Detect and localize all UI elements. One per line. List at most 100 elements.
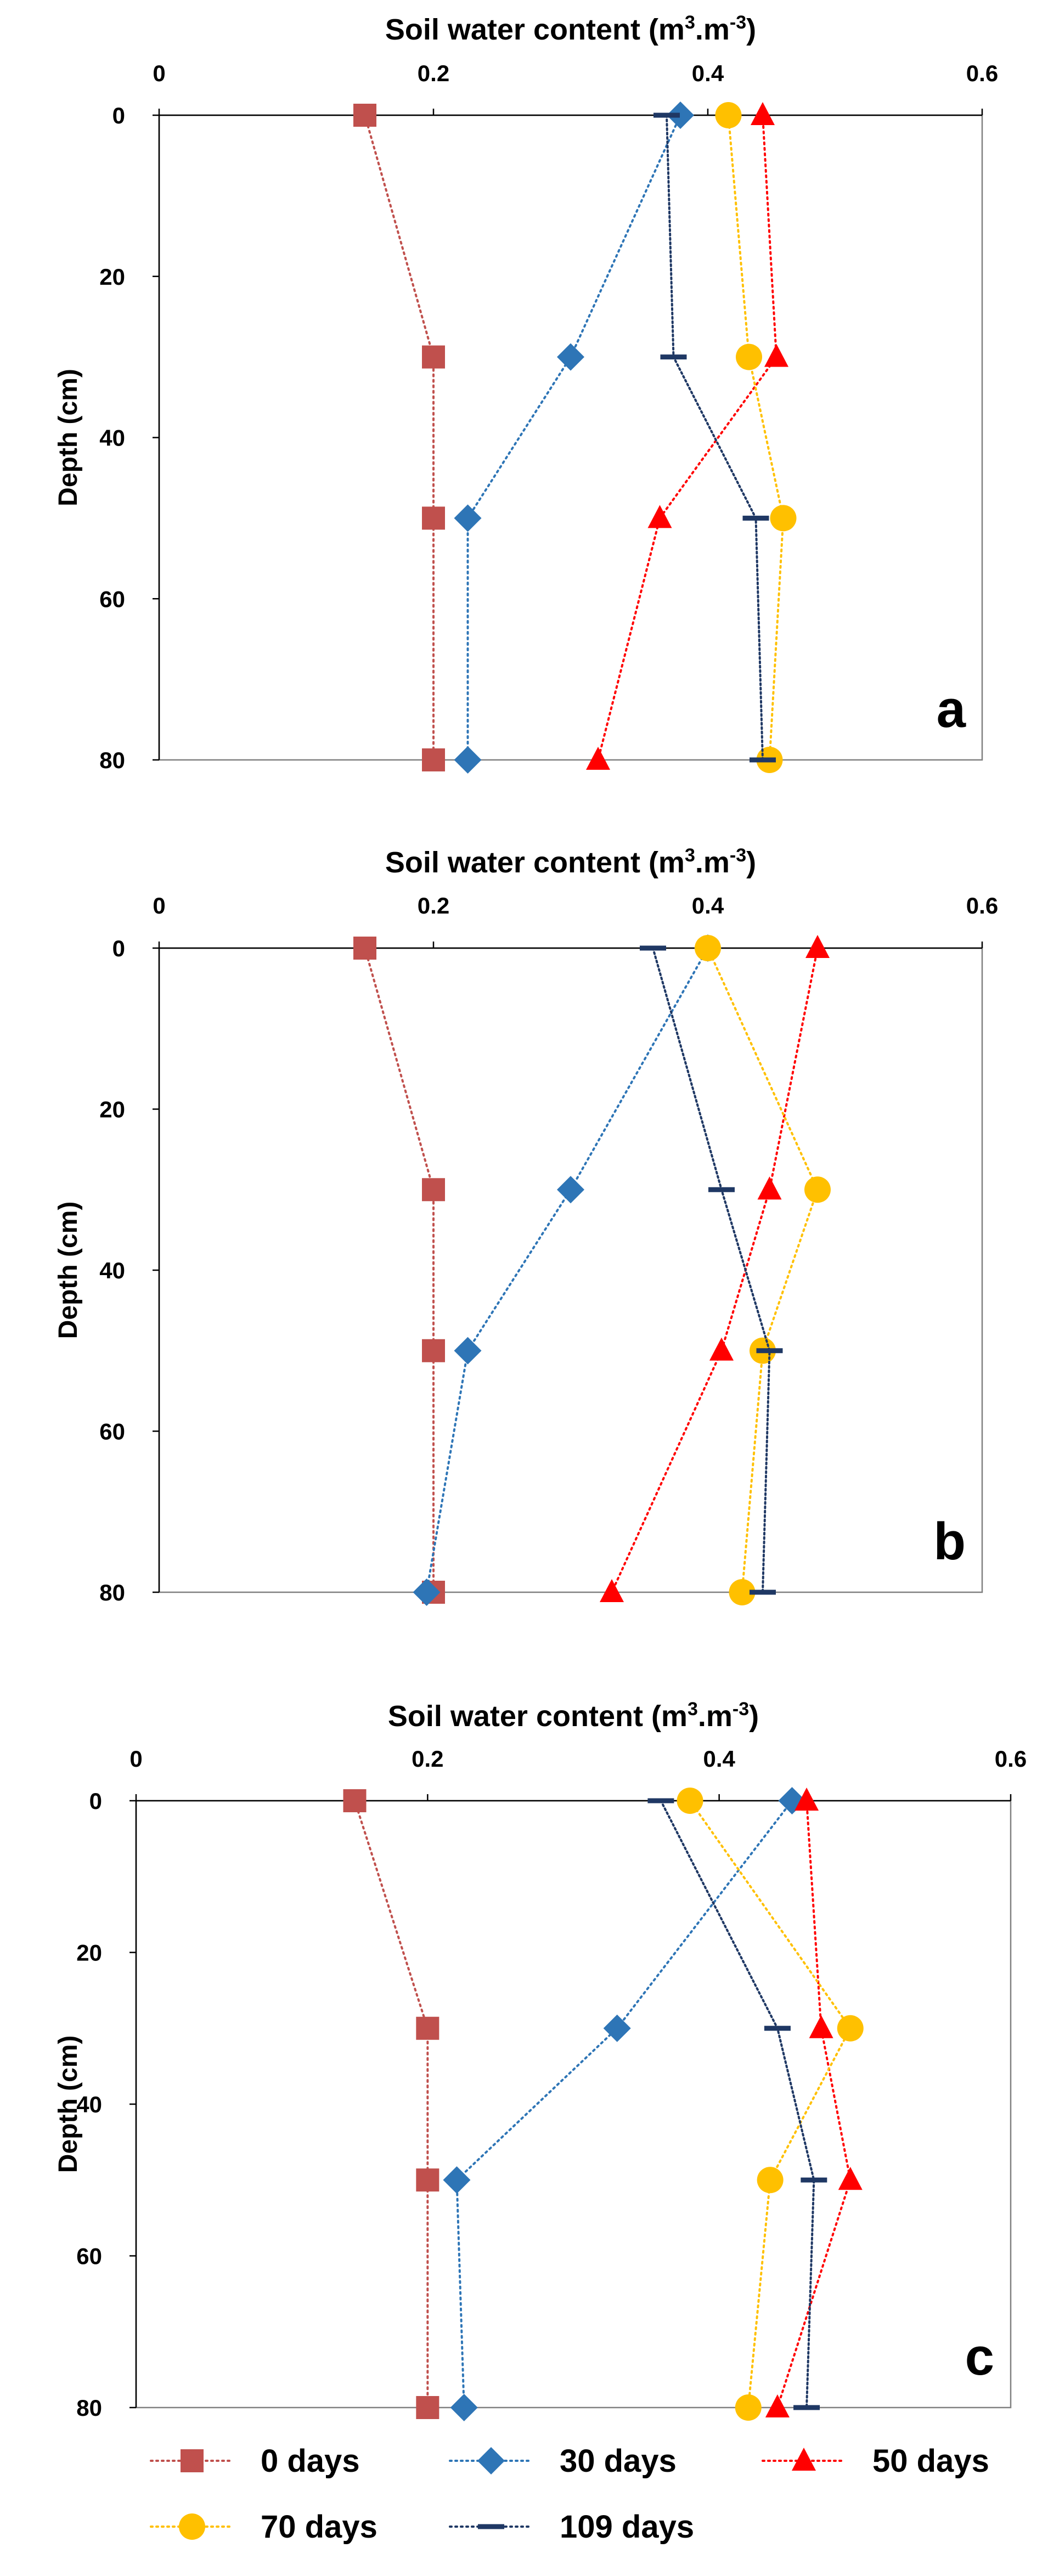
- data-point: [801, 2177, 827, 2183]
- x-axis-title-part: -3: [730, 12, 746, 33]
- data-point: [837, 2015, 864, 2042]
- series-line: [455, 1800, 793, 2409]
- data-point: [640, 945, 666, 951]
- plot-area: [158, 114, 983, 761]
- series-line: [364, 114, 435, 761]
- x-axis-title-part: -3: [733, 1699, 749, 1720]
- data-point: [708, 1187, 735, 1192]
- y-tick-label: 60: [99, 1419, 125, 1445]
- y-tick-label: 60: [76, 2244, 102, 2269]
- legend-marker: [478, 2524, 504, 2529]
- data-point: [454, 504, 482, 532]
- legend: 0 days 30 days 50 days 70 days 109 days: [150, 2443, 989, 2545]
- x-axis-title-part: .m: [695, 846, 730, 879]
- data-point: [600, 1579, 624, 1602]
- y-tick-label: 0: [112, 103, 125, 128]
- data-point: [416, 2396, 440, 2419]
- x-tick-label: 0.2: [412, 1746, 443, 1772]
- x-axis-title-part: .m: [698, 1700, 733, 1733]
- data-point: [422, 345, 445, 369]
- data-point: [454, 746, 482, 774]
- series-line: [660, 1800, 815, 2409]
- data-point: [557, 1176, 584, 1204]
- data-point: [353, 937, 376, 960]
- series-line: [597, 114, 778, 761]
- x-axis-title-part: 3: [688, 1699, 698, 1720]
- legend-item: 70 days: [150, 2509, 377, 2545]
- x-axis-title-part: Soil water content (m: [388, 1700, 688, 1733]
- y-tick-label: 60: [99, 586, 125, 612]
- legend-label: 109 days: [560, 2509, 694, 2545]
- legend-label: 0 days: [261, 2443, 360, 2479]
- data-point: [805, 935, 830, 958]
- data-point: [735, 2394, 762, 2421]
- x-axis-title-part: ): [746, 846, 756, 879]
- chart-panel-b: Soil water content (m3.m-3) 0 0.2 0.4 0.6 0 20…: [54, 845, 998, 1606]
- x-tick-label: 0: [153, 893, 165, 918]
- data-point: [422, 1339, 445, 1362]
- x-axis-title: Soil water content (m3.m-3): [385, 12, 756, 46]
- data-point: [742, 515, 769, 521]
- legend-item: 50 days: [762, 2443, 989, 2479]
- data-point: [450, 2394, 478, 2421]
- data-point: [416, 2016, 440, 2040]
- x-tick-label: 0.6: [995, 1746, 1027, 1772]
- x-tick-label: 0.6: [966, 60, 998, 86]
- y-tick-label: 40: [99, 1258, 125, 1283]
- data-point: [750, 1589, 776, 1595]
- chart-panel-c: Soil water content (m3.m-3) 0 0.2 0.4 0.6 0 20…: [54, 1699, 1027, 2421]
- series-line: [364, 947, 435, 1593]
- data-point: [557, 343, 584, 371]
- data-point: [647, 1798, 674, 1803]
- data-point: [443, 2166, 471, 2194]
- x-axis-title-part: Soil water content (m: [385, 13, 685, 46]
- chart-panel-a: Soil water content (m3.m-3) 0 0.2 0.4 0.6 0 20…: [54, 12, 998, 774]
- data-point: [729, 1579, 756, 1605]
- data-point: [795, 1788, 819, 1811]
- series-line: [611, 947, 819, 1593]
- series-line: [689, 1800, 852, 2409]
- y-tick-label: 20: [99, 264, 125, 290]
- y-tick-label: 80: [99, 1580, 125, 1605]
- legend-label: 50 days: [872, 2443, 989, 2479]
- data-point: [751, 102, 775, 125]
- plot-area: [135, 1800, 1012, 2409]
- data-point: [695, 935, 721, 961]
- series-line: [466, 114, 681, 761]
- data-point: [715, 102, 742, 128]
- x-axis-title-part: ): [746, 13, 756, 46]
- series-line: [666, 114, 764, 761]
- data-point: [454, 1337, 482, 1365]
- data-point: [757, 2167, 784, 2194]
- data-point: [804, 1176, 831, 1203]
- data-point: [416, 2168, 440, 2192]
- data-point: [413, 1579, 441, 1606]
- x-tick-label: 0.6: [966, 893, 998, 918]
- x-tick-label: 0.2: [418, 60, 449, 86]
- data-point: [709, 1337, 734, 1361]
- x-tick-label: 0.4: [692, 893, 724, 918]
- series-line: [776, 1800, 852, 2409]
- legend-marker: [477, 2447, 505, 2474]
- panel-label: b: [933, 1512, 966, 1571]
- legend-item: 109 days: [449, 2509, 694, 2545]
- data-point: [422, 506, 445, 530]
- data-point: [660, 354, 687, 360]
- data-point: [756, 1348, 783, 1354]
- data-point: [757, 1176, 782, 1200]
- data-point: [765, 2394, 790, 2417]
- data-point: [764, 343, 788, 367]
- x-tick-label: 0.4: [692, 60, 724, 86]
- plot-area: [158, 947, 983, 1593]
- y-tick-label: 80: [99, 747, 125, 773]
- y-tick-label: 20: [76, 1940, 102, 1966]
- data-point: [653, 112, 680, 118]
- series-line: [425, 947, 709, 1593]
- data-point: [750, 757, 776, 763]
- data-point: [343, 1789, 367, 1812]
- data-point: [764, 2026, 791, 2031]
- y-tick-label: 20: [99, 1097, 125, 1123]
- data-point: [770, 505, 797, 532]
